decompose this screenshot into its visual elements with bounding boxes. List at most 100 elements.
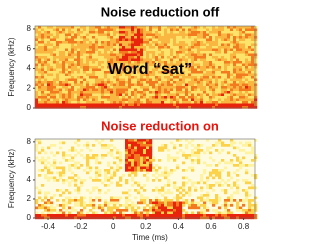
pixel	[191, 214, 194, 217]
pixel	[251, 101, 254, 104]
pixel	[50, 69, 53, 72]
pixel	[59, 44, 62, 47]
pixel	[200, 91, 203, 94]
pixel	[215, 89, 218, 92]
pixel	[116, 51, 119, 54]
pixel	[56, 69, 59, 72]
pixel	[77, 199, 80, 202]
pixel	[92, 61, 95, 64]
pixel	[227, 204, 230, 207]
pixel	[215, 202, 218, 205]
pixel	[128, 49, 131, 52]
pixel	[194, 152, 197, 155]
pixel	[227, 46, 230, 49]
pixel	[242, 79, 245, 82]
pixel	[200, 212, 203, 215]
pixel	[86, 44, 89, 47]
pixel	[119, 56, 122, 59]
pixel	[77, 76, 80, 79]
pixel	[206, 194, 209, 197]
pixel	[191, 152, 194, 155]
pixel	[158, 86, 161, 89]
pixel	[218, 99, 221, 102]
pixel	[221, 74, 224, 77]
pixel	[242, 36, 245, 39]
pixel	[41, 59, 44, 62]
pixel	[86, 34, 89, 37]
pixel	[68, 91, 71, 94]
pixel	[251, 26, 254, 29]
pixel	[125, 104, 128, 107]
pixel	[155, 164, 158, 167]
pixel	[200, 56, 203, 59]
pixel	[74, 96, 77, 99]
pixel	[152, 96, 155, 99]
pixel	[146, 214, 149, 217]
pixel	[128, 169, 131, 172]
pixel	[194, 34, 197, 37]
pixel	[47, 192, 50, 195]
pixel	[80, 66, 83, 69]
pixel	[254, 207, 257, 210]
pixel	[44, 29, 47, 32]
pixel	[200, 49, 203, 52]
pixel	[143, 41, 146, 44]
pixel	[116, 29, 119, 32]
pixel	[209, 71, 212, 74]
pixel	[38, 142, 41, 145]
pixel	[179, 96, 182, 99]
pixel	[146, 26, 149, 29]
pixel	[44, 46, 47, 49]
pixel	[77, 101, 80, 104]
pixel	[68, 94, 71, 97]
pixel	[155, 169, 158, 172]
pixel	[236, 91, 239, 94]
pixel	[62, 154, 65, 157]
pixel	[206, 187, 209, 190]
pixel	[77, 59, 80, 62]
pixel	[104, 89, 107, 92]
pixel	[245, 51, 248, 54]
pixel	[227, 212, 230, 215]
pixel	[248, 104, 251, 107]
pixel	[170, 192, 173, 195]
pixel	[206, 51, 209, 54]
pixel	[62, 69, 65, 72]
pixel	[107, 54, 110, 57]
pixel	[158, 26, 161, 29]
pixel	[143, 104, 146, 107]
pixel	[194, 66, 197, 69]
pixel	[200, 74, 203, 77]
pixel	[71, 209, 74, 212]
pixel	[230, 177, 233, 180]
pixel	[197, 54, 200, 57]
pixel	[59, 177, 62, 180]
pixel	[131, 56, 134, 59]
pixel	[212, 96, 215, 99]
pixel	[128, 147, 131, 150]
pixel	[107, 172, 110, 175]
pixel	[50, 31, 53, 34]
pixel	[146, 212, 149, 215]
pixel	[131, 84, 134, 87]
pixel	[203, 202, 206, 205]
pixel	[62, 172, 65, 175]
pixel	[50, 39, 53, 42]
pixel	[182, 177, 185, 180]
pixel	[161, 104, 164, 107]
pixel	[161, 172, 164, 175]
pixel	[230, 89, 233, 92]
pixel	[218, 184, 221, 187]
pixel	[95, 174, 98, 177]
pixel	[173, 46, 176, 49]
pixel	[227, 59, 230, 62]
pixel	[209, 39, 212, 42]
pixel	[83, 157, 86, 160]
pixel	[68, 81, 71, 84]
pixel	[230, 74, 233, 77]
pixel	[233, 26, 236, 29]
pixel	[98, 79, 101, 82]
pixel	[191, 89, 194, 92]
pixel	[59, 189, 62, 192]
pixel	[56, 204, 59, 207]
